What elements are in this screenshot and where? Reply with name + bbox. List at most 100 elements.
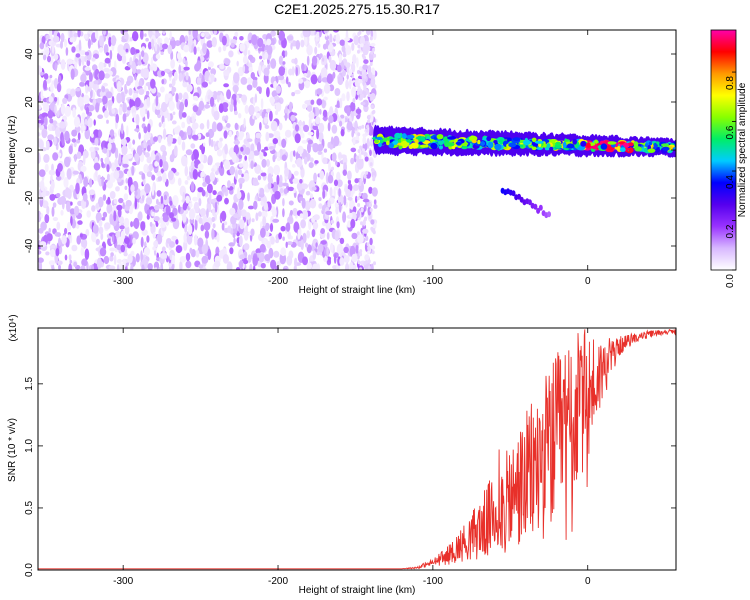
noise-blob [369, 208, 373, 212]
signal-blob [662, 146, 670, 151]
colorbar-tick-label: 0.4 [725, 175, 736, 189]
noise-blob [134, 97, 141, 108]
noise-blob [303, 124, 310, 133]
noise-blob [219, 63, 225, 70]
noise-blob [75, 87, 81, 92]
noise-blob [185, 195, 190, 204]
noise-blob [152, 232, 156, 239]
noise-blob [367, 246, 371, 251]
noise-blob [325, 210, 333, 215]
noise-blob [278, 55, 283, 65]
noise-blob [175, 239, 179, 245]
noise-blob [238, 131, 245, 139]
noise-blob [218, 103, 224, 114]
noise-blob [245, 212, 251, 220]
noise-blob [259, 121, 262, 131]
noise-blob [316, 88, 323, 95]
noise-blob [336, 179, 343, 188]
noise-blob [345, 79, 349, 90]
noise-blob [115, 113, 119, 124]
noise-blob [139, 106, 146, 118]
noise-blob [95, 102, 100, 113]
noise-blob [81, 112, 86, 121]
noise-blob [178, 204, 181, 213]
noise-blob [145, 90, 150, 96]
noise-blob [246, 138, 253, 142]
noise-blob [300, 132, 305, 139]
noise-blob [323, 96, 328, 101]
noise-blob [40, 179, 45, 192]
noise-blob [312, 124, 319, 130]
noise-blob [260, 227, 266, 238]
noise-blob [59, 121, 66, 129]
noise-blob [92, 224, 99, 234]
noise-blob [130, 47, 136, 55]
noise-blob [106, 173, 111, 182]
noise-blob [347, 220, 352, 228]
noise-blob [119, 225, 125, 230]
noise-blob [250, 228, 255, 237]
noise-blob [365, 170, 369, 175]
noise-blob [217, 141, 223, 149]
signal-blob [555, 141, 561, 146]
noise-blob [295, 66, 298, 77]
noise-blob [84, 66, 91, 71]
noise-blob [43, 73, 49, 80]
noise-blob [294, 89, 301, 95]
noise-blob [367, 114, 371, 119]
noise-blob [86, 210, 91, 218]
noise-blob [208, 136, 212, 147]
noise-blob [38, 169, 46, 178]
noise-blob [200, 135, 206, 140]
noise-blob [251, 218, 255, 223]
noise-blob [151, 211, 155, 217]
noise-blob [226, 89, 232, 100]
y-tick-label: -20 [24, 190, 35, 205]
y-tick-label: 0.5 [24, 501, 35, 515]
noise-blob [182, 57, 186, 64]
noise-blob [99, 247, 107, 257]
noise-blob [362, 228, 369, 234]
noise-blob [144, 108, 148, 115]
noise-blob [327, 174, 334, 184]
noise-blob [206, 119, 210, 130]
noise-blob [143, 126, 148, 134]
noise-blob [284, 129, 292, 138]
noise-blob [119, 49, 126, 57]
noise-blob [69, 30, 73, 40]
noise-blob [102, 194, 107, 201]
noise-blob [334, 230, 340, 242]
snr-y-label: SNR (10 * v/v) [7, 418, 18, 482]
noise-blob [275, 85, 282, 94]
noise-blob [76, 151, 82, 159]
noise-blob [322, 43, 327, 50]
noise-blob [275, 238, 279, 244]
noise-blob [197, 133, 202, 140]
noise-blob [116, 166, 121, 171]
noise-blob [161, 79, 165, 85]
noise-blob [360, 150, 364, 155]
noise-blob [352, 184, 359, 192]
noise-blob [136, 69, 142, 74]
noise-blob [366, 124, 369, 129]
noise-blob [263, 67, 270, 77]
noise-blob [185, 252, 191, 262]
noise-blob [62, 97, 68, 105]
noise-blob [296, 182, 303, 191]
noise-blob [336, 100, 340, 109]
noise-blob [122, 113, 127, 122]
noise-blob [345, 189, 352, 198]
noise-blob [216, 93, 220, 103]
noise-blob [44, 116, 48, 127]
noise-blob [49, 102, 56, 111]
noise-blob [98, 47, 104, 53]
noise-blob [168, 83, 173, 88]
noise-blob [302, 30, 310, 38]
signal-blob [374, 139, 380, 144]
noise-blob [192, 196, 198, 202]
noise-blob [90, 133, 94, 138]
noise-blob [309, 198, 317, 209]
noise-blob [244, 155, 248, 161]
noise-blob [238, 199, 244, 211]
colorbar-tick-label: 0.0 [725, 274, 736, 288]
